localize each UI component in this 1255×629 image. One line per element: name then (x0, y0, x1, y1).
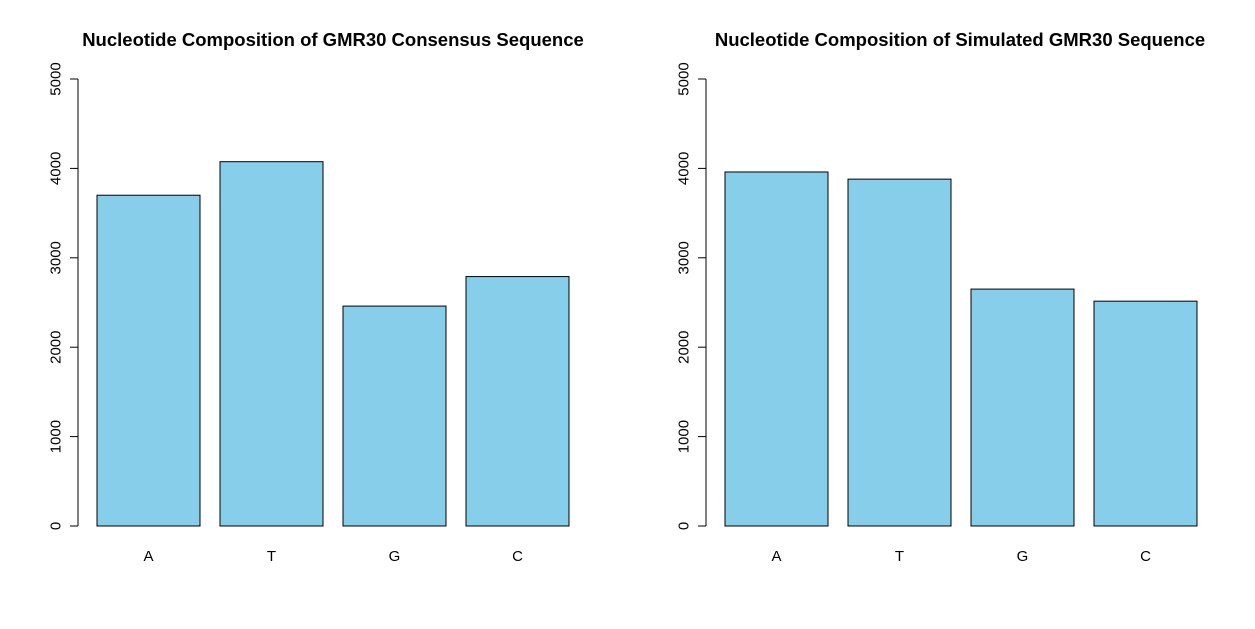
bars (96, 161, 570, 527)
x-tick-label: T (895, 548, 904, 565)
chart-panel-simulated: Nucleotide Composition of Simulated GMR3… (676, 29, 1206, 565)
chart-title: Nucleotide Composition of Simulated GMR3… (715, 29, 1205, 50)
x-tick-label: T (267, 548, 276, 565)
x-tick-label: G (389, 548, 401, 565)
y-tick-label: 3000 (676, 241, 693, 274)
y-tick-label: 2000 (48, 331, 65, 364)
chart-panel-consensus: Nucleotide Composition of GMR30 Consensu… (48, 29, 584, 565)
y-axis-ticks: 0 1000 2000 3000 4000 5000 (48, 62, 78, 530)
y-tick-label: 1000 (676, 420, 693, 453)
x-tick-label: A (771, 548, 781, 565)
bar-t (219, 161, 324, 527)
bar-g (970, 288, 1075, 527)
y-tick-label: 3000 (48, 241, 65, 274)
x-tick-label: C (512, 548, 523, 565)
y-tick-label: 4000 (48, 152, 65, 185)
chart-title: Nucleotide Composition of GMR30 Consensu… (82, 29, 584, 50)
x-tick-label: G (1017, 548, 1029, 565)
y-tick-label: 1000 (48, 420, 65, 453)
x-tick-label: A (143, 548, 153, 565)
y-tick-label: 5000 (48, 62, 65, 95)
y-tick-label: 4000 (676, 152, 693, 185)
y-tick-label: 2000 (676, 331, 693, 364)
bars (724, 171, 1198, 527)
bar-t (847, 178, 952, 527)
bar-c (465, 276, 570, 527)
bar-g (342, 305, 447, 527)
y-tick-label: 5000 (676, 62, 693, 95)
x-tick-label: C (1140, 548, 1151, 565)
bar-a (96, 194, 201, 527)
bar-c (1093, 300, 1198, 527)
y-axis-ticks: 0 1000 2000 3000 4000 5000 (676, 62, 706, 530)
bar-a (724, 171, 829, 527)
y-tick-label: 0 (48, 522, 65, 530)
y-tick-label: 0 (676, 522, 693, 530)
